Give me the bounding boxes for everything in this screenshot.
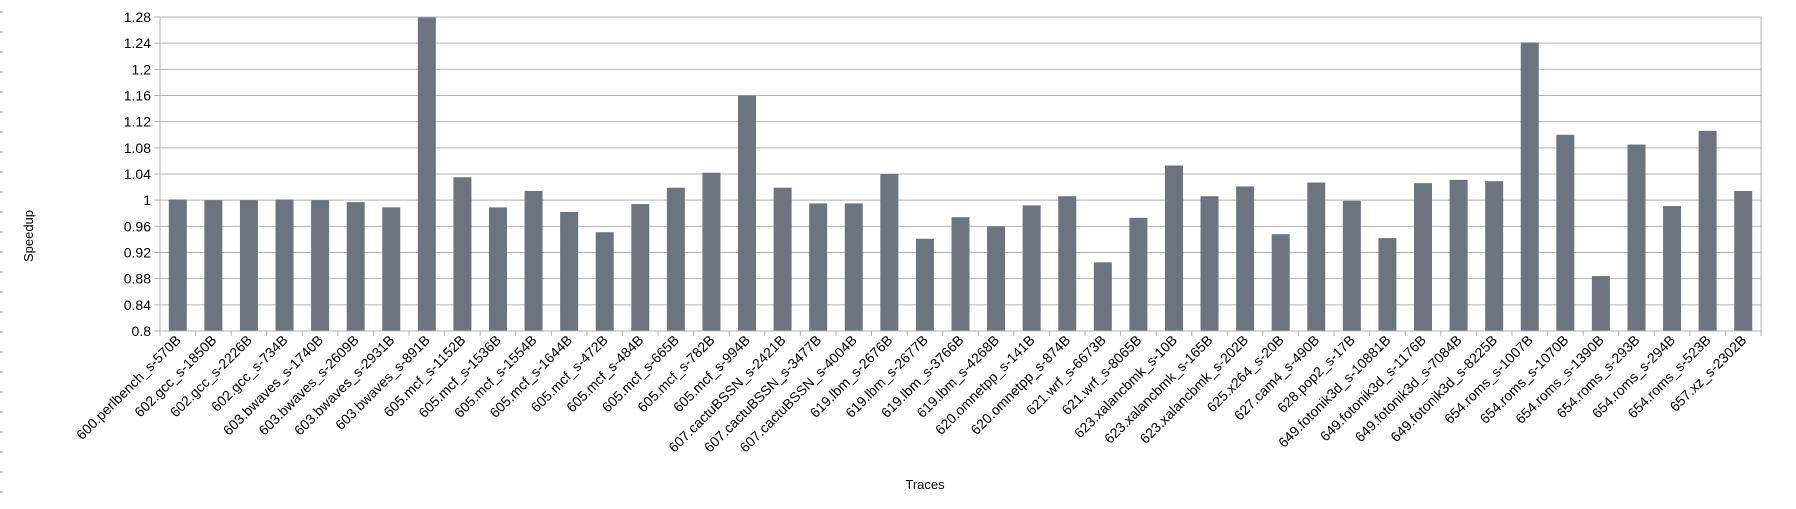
y-tick-label: 0.84 [124, 297, 151, 313]
plot-area-frame [159, 16, 1762, 332]
bar [275, 199, 294, 331]
bar [1129, 217, 1148, 331]
bar [453, 177, 472, 331]
bar [1698, 130, 1717, 331]
y-tick-label: 1.24 [124, 35, 151, 51]
y-axis-tick-labels: 0.8 0.84 0.88 0.92 0.96 1 1.04 1.08 1.12 1.16 1.2 1… [124, 9, 151, 339]
bar [987, 226, 1006, 331]
bar [1591, 276, 1610, 331]
bar [239, 200, 258, 331]
x-axis-tick-labels: 600.perlbench_s-570B602.gcc_s-1850B602.g… [73, 331, 1762, 455]
left-edge-tick-marks [0, 11, 3, 493]
bar [809, 203, 828, 331]
bar [1236, 186, 1255, 331]
y-axis-title: Speedup [21, 210, 36, 262]
bar [631, 204, 650, 331]
bar [382, 207, 401, 331]
bar [204, 200, 223, 331]
bar [1022, 205, 1041, 331]
y-tick-label: 1.04 [124, 166, 151, 182]
bar-series [168, 17, 1753, 331]
bar [1449, 179, 1468, 331]
bar [488, 207, 507, 331]
bar [1307, 182, 1326, 331]
y-tick-label: 0.8 [132, 323, 152, 339]
bar [1093, 262, 1112, 331]
bar [844, 203, 863, 331]
y-tick-label: 1.16 [124, 88, 151, 104]
y-tick-label: 0.88 [124, 271, 151, 287]
y-tick-label: 1.12 [124, 114, 151, 130]
y-tick-label: 0.96 [124, 218, 151, 234]
bar [1627, 144, 1646, 331]
bar [738, 95, 757, 331]
bar [702, 172, 721, 331]
bar [951, 217, 970, 331]
bar [1520, 42, 1539, 331]
bar [417, 17, 436, 331]
bar [346, 202, 365, 331]
y-tick-label: 1 [143, 192, 151, 208]
bar [1485, 181, 1504, 331]
bar [915, 238, 934, 331]
y-tick-label: 1.2 [132, 61, 152, 77]
bar [1556, 134, 1575, 331]
y-tick-label: 1.08 [124, 140, 151, 156]
bar [1342, 200, 1361, 331]
bar [1734, 191, 1753, 331]
bar [1271, 234, 1290, 331]
bar [1200, 196, 1219, 331]
bar [524, 191, 543, 331]
x-axis-title: Traces [905, 477, 945, 492]
bar [1164, 165, 1183, 331]
y-tick-label: 0.92 [124, 245, 151, 261]
bar [168, 199, 187, 331]
bar [773, 187, 792, 331]
y-tick-label: 1.28 [124, 9, 151, 25]
bar [880, 174, 899, 331]
bar [311, 200, 330, 331]
bar [1378, 238, 1397, 331]
bar [666, 187, 685, 331]
bar [1663, 206, 1682, 331]
bar [1414, 183, 1433, 331]
bar [560, 211, 579, 331]
bar [1058, 196, 1077, 331]
bar [595, 232, 614, 331]
